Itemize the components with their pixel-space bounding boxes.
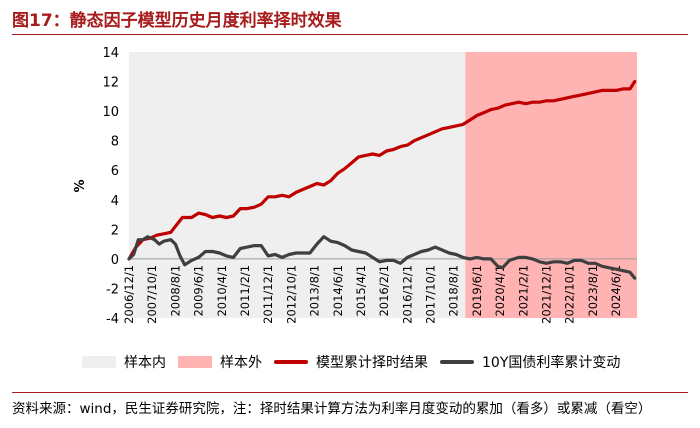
x-tick-label: 2021/2/1 (516, 265, 530, 317)
legend-item-bond: 10Y国债利率累计变动 (440, 352, 620, 372)
x-tick-label: 2014/6/1 (331, 265, 345, 317)
x-axis-ticks: 2006/12/1 2007/10/1 2008/8/1 2009/6/1 2010/4… (122, 258, 637, 324)
x-tick-label: 2020/4/1 (493, 265, 507, 317)
y-tick-label: 0 (111, 253, 119, 268)
legend-label-bond: 10Y国债利率累计变动 (482, 355, 621, 371)
legend-item-in-sample: 样本内 (82, 352, 166, 372)
footer-rule (12, 392, 688, 393)
legend-label-in-sample: 样本内 (124, 355, 166, 371)
legend-item-out-sample: 样本外 (178, 352, 262, 372)
legend-line-model (274, 360, 308, 364)
y-tick-label: 8 (111, 135, 119, 150)
x-tick-label: 2012/10/1 (284, 265, 298, 324)
x-tick-label: 2009/6/1 (192, 265, 206, 317)
x-tick-label: 2007/10/1 (145, 265, 159, 324)
y-tick-label: 12 (102, 76, 119, 91)
x-tick-label: 2011/2/1 (238, 265, 252, 317)
chart: -4 -2 0 2 4 6 8 10 12 14 2006/12/1 2007/10/1 2008/8… (73, 46, 637, 327)
x-tick-label: 2011/12/1 (261, 265, 275, 324)
bond-series-line (127, 235, 637, 280)
y-tick-label: 4 (111, 194, 119, 209)
x-tick-label: 2019/6/1 (470, 265, 484, 317)
x-tick-label: 2010/4/1 (215, 265, 229, 317)
y-tick-label: -2 (106, 282, 119, 297)
x-tick-label: 2015/4/1 (354, 265, 368, 317)
x-tick-label: 2016/12/1 (400, 265, 414, 324)
figure-title: 图17：静态因子模型历史月度利率择时效果 (12, 11, 342, 31)
x-tick-label: 2008/8/1 (168, 265, 182, 317)
y-axis-label: % (73, 179, 88, 192)
y-tick-label: 14 (102, 46, 119, 61)
x-tick-label: 2024/6/1 (609, 265, 623, 317)
x-tick-label: 2017/10/1 (424, 265, 438, 324)
x-tick-label: 2013/8/1 (308, 265, 322, 317)
y-tick-label: -4 (106, 312, 119, 327)
x-tick-label: 2021/12/1 (540, 265, 554, 324)
legend-item-model: 模型累计择时结果 (274, 352, 428, 372)
legend-line-bond (440, 360, 474, 364)
y-tick-label: 6 (111, 164, 119, 179)
legend-label-model: 模型累计择时结果 (316, 355, 428, 371)
y-tick-label: 2 (111, 223, 119, 238)
out-sample-region (465, 52, 637, 318)
chart-legend: 样本内 样本外 模型累计择时结果 10Y国债利率累计变动 (82, 352, 632, 372)
series-lines (127, 80, 637, 280)
legend-label-out-sample: 样本外 (220, 355, 262, 371)
in-sample-region (129, 52, 466, 318)
legend-swatch-out-sample (178, 356, 212, 368)
title-rule (12, 34, 688, 35)
x-tick-label: 2022/10/1 (563, 265, 577, 324)
model-series-line (127, 80, 637, 261)
x-tick-label: 2023/8/1 (586, 265, 600, 317)
y-axis-ticks: -4 -2 0 2 4 6 8 10 12 14 (102, 46, 119, 327)
y-tick-label: 10 (102, 105, 119, 120)
x-tick-label: 2016/2/1 (377, 265, 391, 317)
x-tick-label: 2006/12/1 (122, 265, 136, 324)
legend-swatch-in-sample (82, 356, 116, 368)
shaded-bands (129, 52, 637, 318)
source-note: 资料来源：wind，民生证券研究院，注：择时结果计算方法为利率月度变动的累加（看… (12, 401, 652, 417)
x-tick-label: 2018/8/1 (447, 265, 461, 317)
